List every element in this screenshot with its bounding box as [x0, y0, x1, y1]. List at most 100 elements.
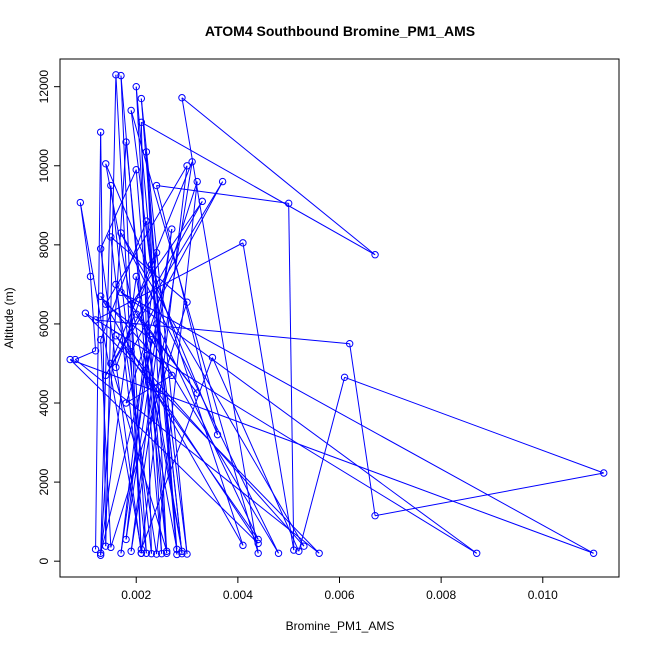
data-point	[340, 373, 349, 382]
data-point	[127, 106, 135, 115]
y-tick-label: 8000	[37, 231, 51, 258]
x-axis: 0.002 0.004 0.006 0.008 0.010	[121, 576, 558, 602]
series-segment	[125, 374, 173, 404]
data-point	[142, 148, 151, 156]
series-segment	[120, 232, 279, 554]
series-segment	[125, 228, 173, 540]
series-segment	[130, 181, 224, 352]
x-tick-label: 0.004	[223, 588, 253, 602]
data-point	[132, 166, 140, 174]
y-tick-label: 2000	[37, 468, 51, 495]
data-point	[152, 320, 161, 328]
data-point	[147, 549, 156, 558]
series-segment	[135, 276, 183, 552]
data-point	[183, 298, 191, 306]
y-axis-label: Altitude (m)	[2, 287, 16, 348]
series-group	[66, 71, 608, 559]
series-segment	[105, 74, 117, 547]
data-point	[91, 545, 100, 554]
data-point	[295, 547, 303, 555]
data-point	[137, 94, 146, 103]
data-point	[117, 229, 125, 237]
data-point	[117, 549, 125, 557]
series-segment	[145, 151, 178, 550]
data-point	[142, 351, 151, 360]
data-point	[193, 389, 201, 397]
data-point	[91, 316, 100, 324]
data-point	[147, 260, 156, 269]
data-point	[178, 94, 186, 102]
series-segment	[298, 377, 346, 552]
x-tick-label: 0.002	[121, 588, 151, 602]
series-segment	[130, 201, 203, 305]
data-point	[600, 469, 608, 477]
data-point	[102, 300, 110, 308]
data-point	[112, 363, 120, 372]
series-segment	[141, 121, 376, 256]
data-point	[91, 347, 100, 355]
data-point	[137, 118, 146, 126]
series-segment	[100, 276, 137, 554]
data-point	[117, 71, 125, 80]
series-segment	[115, 335, 259, 540]
series-segment	[110, 161, 193, 364]
series-segment	[110, 185, 152, 554]
data-point	[284, 199, 293, 208]
data-point	[213, 430, 222, 439]
series-segment	[74, 359, 320, 554]
data-point	[132, 310, 140, 318]
series-segment	[242, 242, 295, 551]
series-segment	[349, 343, 376, 516]
data-point	[274, 549, 283, 557]
data-point	[96, 336, 105, 344]
series-segment	[135, 313, 279, 554]
series-segment	[288, 203, 295, 551]
series-segment	[130, 110, 259, 554]
data-point	[163, 547, 171, 555]
series-segment	[211, 357, 300, 552]
data-point	[254, 539, 262, 548]
series-segment	[105, 165, 188, 305]
data-point	[163, 549, 171, 557]
data-point	[76, 198, 85, 207]
data-point	[178, 547, 186, 555]
data-point	[132, 82, 140, 91]
y-axis: 0 2000 4000 6000 8000 10000 12000	[37, 70, 61, 565]
chart-title: ATOM4 Southbound Bromine_PM1_AMS	[205, 23, 475, 39]
data-point	[239, 239, 247, 247]
data-point	[147, 336, 156, 344]
data-point	[137, 545, 146, 554]
data-point	[127, 347, 135, 356]
data-point	[473, 549, 481, 557]
data-point	[71, 355, 79, 364]
data-point	[107, 181, 115, 190]
series-segment	[156, 185, 219, 435]
data-point	[96, 551, 105, 559]
data-point	[122, 138, 130, 146]
data-point	[107, 359, 115, 368]
data-point	[107, 233, 115, 241]
data-point	[127, 300, 135, 308]
data-point	[152, 249, 161, 257]
series-segment	[135, 313, 198, 394]
series-segment	[100, 248, 142, 554]
series-segment	[110, 302, 188, 548]
data-point	[152, 181, 161, 190]
series-segment	[120, 291, 594, 554]
data-point	[112, 71, 120, 79]
series-segment	[100, 132, 107, 547]
data-point	[183, 162, 191, 170]
series-segment	[140, 165, 188, 554]
data-point	[96, 128, 105, 136]
data-point	[102, 542, 110, 550]
series-segment	[374, 472, 604, 517]
series-segment	[89, 276, 97, 351]
data-point	[239, 541, 247, 550]
y-tick-label: 4000	[37, 389, 51, 416]
data-point	[300, 542, 308, 550]
series-segment	[100, 185, 112, 556]
series-segment	[100, 220, 147, 340]
series-segment	[120, 252, 158, 554]
series-segment	[145, 355, 183, 552]
data-point	[188, 158, 196, 166]
